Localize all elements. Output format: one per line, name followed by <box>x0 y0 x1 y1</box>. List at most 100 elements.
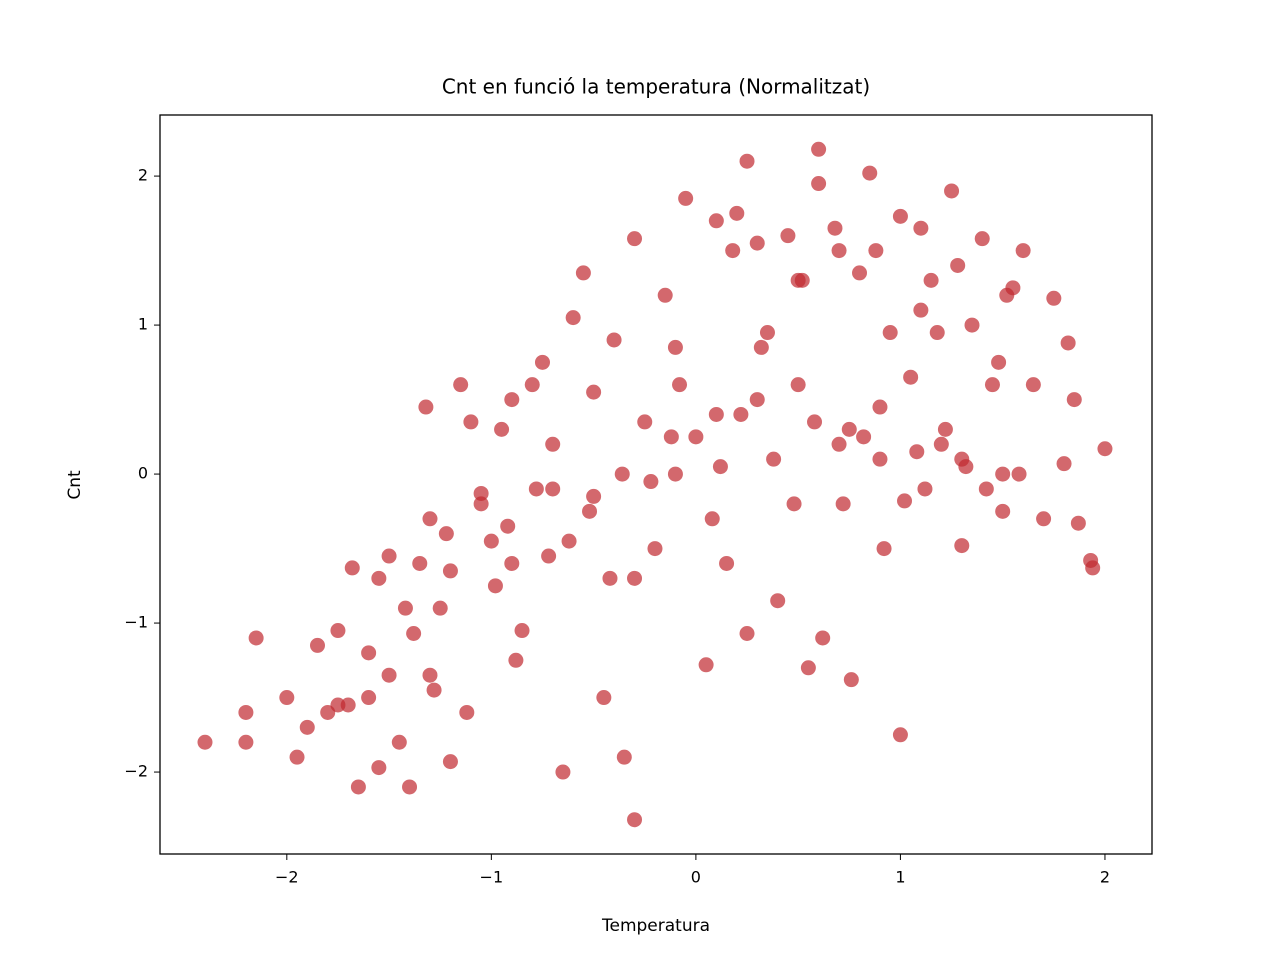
point <box>565 310 581 326</box>
x-tick-label: 1 <box>895 868 905 887</box>
point <box>999 287 1015 303</box>
point <box>406 625 422 641</box>
point <box>453 377 469 393</box>
point <box>487 578 503 594</box>
point <box>561 533 577 549</box>
point <box>733 406 749 422</box>
x-tick-label: 2 <box>1100 868 1110 887</box>
point <box>1085 560 1101 576</box>
point <box>438 526 454 542</box>
point <box>1036 511 1052 527</box>
point <box>780 228 796 244</box>
point <box>708 213 724 229</box>
point <box>402 779 418 795</box>
point <box>897 493 913 509</box>
point <box>432 600 448 616</box>
point <box>330 623 346 639</box>
point <box>688 429 704 445</box>
point <box>852 265 868 281</box>
point <box>929 325 945 341</box>
point <box>913 220 929 236</box>
point <box>729 205 745 221</box>
point <box>872 451 888 467</box>
point <box>381 667 397 683</box>
y-tick-label: −2 <box>124 762 148 781</box>
point <box>442 754 458 770</box>
point <box>790 377 806 393</box>
point <box>500 518 516 534</box>
point <box>1070 515 1086 531</box>
point <box>815 630 831 646</box>
point <box>657 287 673 303</box>
point <box>643 474 659 490</box>
chart-title: Cnt en funció la temperatura (Normalitza… <box>442 75 870 99</box>
point <box>807 414 823 430</box>
point <box>371 760 387 776</box>
point <box>616 749 632 765</box>
point <box>344 560 360 576</box>
point <box>299 719 315 735</box>
point <box>350 779 366 795</box>
point <box>238 704 254 720</box>
point <box>361 690 377 706</box>
point <box>1066 392 1082 408</box>
point <box>473 485 489 501</box>
point <box>882 325 898 341</box>
point <box>978 481 994 497</box>
point <box>627 570 643 586</box>
point <box>991 354 1007 370</box>
point <box>719 555 735 571</box>
point <box>248 630 264 646</box>
point <box>950 257 966 273</box>
x-tick-label: −2 <box>275 868 299 887</box>
point <box>712 459 728 475</box>
point <box>1046 290 1062 306</box>
point <box>917 481 933 497</box>
point <box>627 231 643 247</box>
point <box>494 421 510 437</box>
x-tick-label: −1 <box>480 868 504 887</box>
point <box>197 734 213 750</box>
point <box>974 231 990 247</box>
point <box>412 555 428 571</box>
point <box>614 466 630 482</box>
point <box>473 496 489 512</box>
point <box>753 339 769 355</box>
x-tick-label: 0 <box>691 868 701 887</box>
point <box>391 734 407 750</box>
point <box>1056 456 1072 472</box>
point <box>238 734 254 750</box>
point <box>786 496 802 512</box>
point <box>663 429 679 445</box>
point <box>944 183 960 199</box>
point <box>811 141 827 157</box>
point <box>708 406 724 422</box>
point <box>627 812 643 828</box>
y-axis-label: Cnt <box>65 470 85 500</box>
point <box>289 749 305 765</box>
point <box>827 220 843 236</box>
point <box>397 600 413 616</box>
point <box>835 496 851 512</box>
point <box>606 332 622 348</box>
point <box>528 481 544 497</box>
point <box>596 690 612 706</box>
point <box>759 325 775 341</box>
point <box>602 570 618 586</box>
point <box>862 165 878 181</box>
point <box>954 538 970 554</box>
point <box>909 444 925 460</box>
point <box>856 429 872 445</box>
point <box>892 208 908 224</box>
point <box>575 265 591 281</box>
point <box>770 593 786 609</box>
point <box>831 243 847 259</box>
point <box>667 466 683 482</box>
point <box>422 667 438 683</box>
point <box>698 657 714 673</box>
point <box>704 511 720 527</box>
x-axis-label: Temperatura <box>601 916 710 936</box>
point <box>309 637 325 653</box>
point <box>545 481 561 497</box>
